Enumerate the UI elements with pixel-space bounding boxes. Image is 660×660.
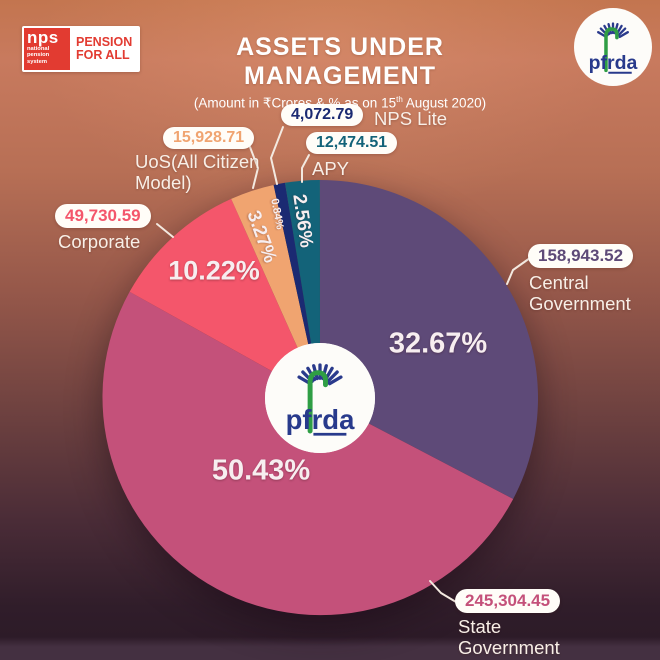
callout-label-apy: APY xyxy=(312,158,350,179)
callout-amount-state-government: 245,304.45 xyxy=(455,589,561,613)
pct-label-central-government: 32.67% xyxy=(388,327,488,360)
pfrda-logo-text: pfrda xyxy=(589,52,638,74)
nps-logo-abbr: nps xyxy=(27,28,59,47)
subtitle-superscript: th xyxy=(396,95,403,104)
callout-amount-nps-lite: 4,072.79 xyxy=(281,104,364,126)
page-title: ASSETS UNDER MANAGEMENT xyxy=(236,33,444,90)
header-title-block: ASSETS UNDER MANAGEMENT (Amount in ₹Cror… xyxy=(140,33,540,112)
amount-value: 12,474.51 xyxy=(316,134,388,151)
pie-slice-corporate xyxy=(129,198,320,398)
pfrda-logo-text: pfrda xyxy=(286,404,355,435)
pfrda-logo-circle xyxy=(265,343,375,453)
pie-slice-state-government xyxy=(102,291,514,616)
callout-amount-uos: 15,928.71 xyxy=(163,127,255,149)
callout-label-central-government: Central Government xyxy=(529,272,631,315)
pie-slice-uos-all-citizen-model xyxy=(231,185,320,398)
amount-value: 4,072.79 xyxy=(291,106,354,123)
nps-logo-tagline-box: PENSION FOR ALL xyxy=(70,28,138,70)
callout-line-central-government xyxy=(506,257,531,285)
nps-logo-red-box: nps national pension system xyxy=(24,28,70,70)
callout-line-uos xyxy=(249,146,259,189)
nps-logo: nps national pension system PENSION FOR … xyxy=(22,26,140,72)
amount-value: 49,730.59 xyxy=(65,206,141,225)
amount-value: 245,304.45 xyxy=(465,591,551,610)
nps-logo-tagline: PENSION FOR ALL xyxy=(76,34,133,62)
callout-label-nps-lite: NPS Lite xyxy=(374,108,448,129)
pfrda-crook-icon xyxy=(307,370,328,434)
amount-value: 158,943.52 xyxy=(538,246,624,265)
callout-label-state-government: State Government xyxy=(458,616,560,659)
callout-line-apy xyxy=(301,154,310,183)
pfrda-logo-circle xyxy=(574,8,652,86)
page-subtitle: (Amount in ₹Crores & % as on 15th August… xyxy=(140,95,540,112)
callout-label-corporate: Corporate xyxy=(58,231,141,252)
subtitle-suffix: August 2020) xyxy=(402,95,487,111)
subtitle-prefix: (Amount in ₹Crores & % as on 15 xyxy=(193,95,397,111)
callout-amount-apy: 12,474.51 xyxy=(306,132,398,154)
pct-label-state-government: 50.43% xyxy=(211,454,311,487)
nps-logo-subtext: national pension system xyxy=(27,46,50,65)
pie-slices-group xyxy=(102,179,539,616)
callout-amount-corporate: 49,730.59 xyxy=(55,204,151,228)
amount-value: 15,928.71 xyxy=(173,129,245,146)
callout-line-nps-lite xyxy=(270,126,284,185)
callout-line-state-government xyxy=(429,580,457,603)
callout-line-corporate xyxy=(156,223,174,238)
pie-slice-apy xyxy=(285,179,320,398)
pfrda-crook-icon xyxy=(604,27,619,73)
callout-amount-central-government: 158,943.52 xyxy=(528,244,634,268)
pct-label-corporate: 10.22% xyxy=(168,255,260,286)
callout-label-uos: UoS(All Citizen Model) xyxy=(135,151,260,194)
pie-slice-central-government xyxy=(320,180,539,499)
pie-slice-nps-lite xyxy=(273,182,320,398)
pfrda-top-logo: pfrda xyxy=(574,8,652,86)
pfrda-center-logo: pfrda xyxy=(265,343,375,453)
